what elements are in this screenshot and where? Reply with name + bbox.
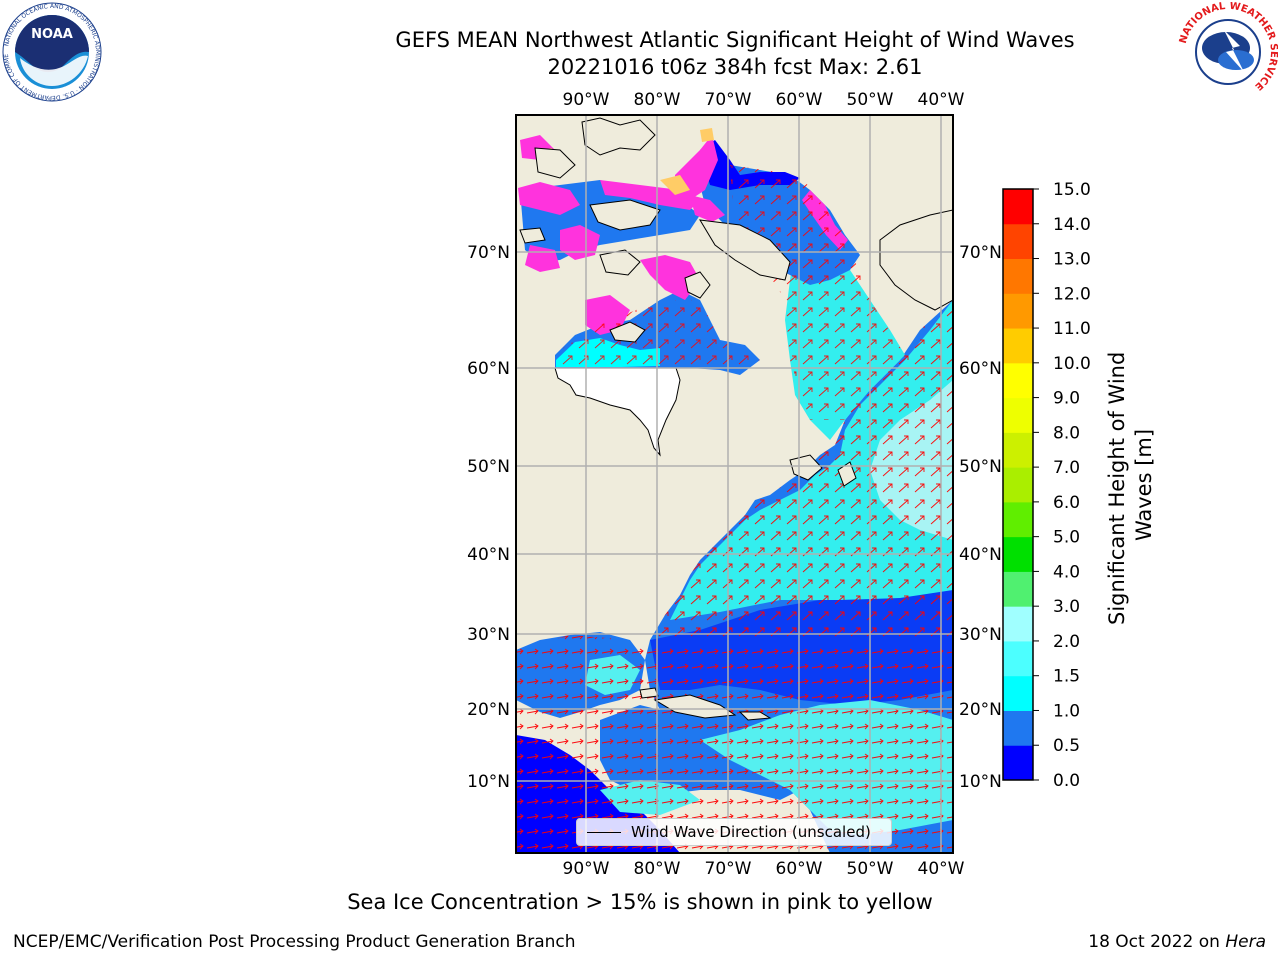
lon-tick-top: 60°W (776, 90, 823, 110)
lat-tick-right: 40°N (959, 545, 1002, 565)
colorbar-segment (1003, 501, 1033, 538)
footer-date-text: 18 Oct 2022 on (1088, 932, 1226, 952)
legend-line-icon (587, 831, 621, 833)
footer-host: Hera (1225, 932, 1266, 952)
colorbar-segment (1003, 710, 1033, 746)
noaa-logo-text: NOAA (31, 27, 73, 42)
lat-tick-right: 10°N (959, 772, 1002, 792)
lat-tick-right: 20°N (959, 700, 1002, 720)
colorbar-label: Significant Height of Wind Waves [m] (1105, 345, 1156, 625)
lon-tick-bottom: 60°W (776, 859, 823, 879)
colorbar-tick-label: 12.0 (1053, 284, 1091, 304)
title-line-1: GEFS MEAN Northwest Atlantic Significant… (395, 28, 1075, 52)
colorbar-segment (1003, 258, 1033, 294)
gridlines (516, 115, 953, 853)
lon-tick-bottom: 70°W (705, 859, 752, 879)
lon-tick-top: 70°W (705, 90, 752, 110)
colorbar-segment (1003, 571, 1033, 607)
lon-tick-bottom: 50°W (847, 859, 894, 879)
colorbar-tick-label: 15.0 (1053, 180, 1091, 200)
colorbar-segment (1003, 328, 1033, 364)
colorbar-tick-label: 14.0 (1053, 215, 1091, 235)
lon-tick-top: 50°W (847, 90, 894, 110)
lat-tick-right: 60°N (959, 359, 1002, 379)
colorbar-segment (1003, 293, 1033, 329)
colorbar-label-line-1: Significant Height of Wind (1105, 352, 1129, 625)
lat-tick-right: 50°N (959, 457, 1002, 477)
footer-credit: NCEP/EMC/Verification Post Processing Pr… (13, 932, 576, 952)
colorbar-segment (1003, 362, 1033, 399)
lat-tick-left: 70°N (467, 243, 510, 263)
lat-tick-left: 20°N (467, 700, 510, 720)
colorbar-segment (1003, 467, 1033, 503)
colorbar-segment (1003, 397, 1033, 433)
wind-wave-arrows (650, 300, 953, 640)
colorbar-tick-label: 7.0 (1053, 458, 1080, 478)
noaa-logo: NATIONAL OCEANIC AND ATMOSPHERIC ADMINIS… (0, 0, 102, 102)
lat-tick-left: 50°N (467, 457, 510, 477)
colorbar-tick-label: 1.5 (1053, 667, 1080, 687)
colorbar-tick-label: 9.0 (1053, 389, 1080, 409)
colorbar-tick-label: 2.0 (1053, 632, 1080, 652)
colorbar: 0.0 0.5 1.0 1.5 2.0 3.0 4.0 5.0 6.0 7.0 8.0 9.0 10.0… (1002, 180, 1091, 791)
colorbar-tick-label: 0.0 (1053, 771, 1080, 791)
legend-label: Wind Wave Direction (unscaled) (631, 823, 871, 841)
colorbar-segment (1003, 432, 1033, 468)
lat-tick-right: 70°N (959, 243, 1002, 263)
colorbar-tick-label: 11.0 (1053, 319, 1091, 339)
map-frame (515, 114, 954, 854)
colorbar-tick-label: 6.0 (1053, 493, 1080, 513)
colorbar-tick-label: 3.0 (1053, 597, 1080, 617)
colorbar-tick-label: 0.5 (1053, 736, 1080, 756)
lon-tick-top: 90°W (563, 90, 610, 110)
colorbar-segment (1003, 745, 1033, 781)
land-islands (519, 117, 953, 721)
colorbar-segment (1003, 189, 1033, 225)
colorbar-segment (1003, 536, 1033, 572)
colorbar-frame (1002, 188, 1034, 781)
colorbar-tick-label: 1.0 (1053, 701, 1080, 721)
colorbar-segment (1003, 675, 1033, 711)
footer-date: 18 Oct 2022 on Hera (1088, 932, 1266, 952)
wind-wave-arrows-tropics (516, 635, 953, 853)
wind-wave-arrows-labrador (730, 165, 905, 420)
sea-ice-note: Sea Ice Concentration > 15% is shown in … (347, 890, 933, 914)
lon-tick-bottom: 80°W (634, 859, 681, 879)
wind-wave-arrows-hudson (560, 300, 760, 370)
lon-tick-bottom: 40°W (918, 859, 965, 879)
lat-tick-right: 30°N (959, 625, 1002, 645)
lat-tick-left: 40°N (467, 545, 510, 565)
lat-tick-left: 30°N (467, 625, 510, 645)
nws-logo: NATIONAL WEATHER SERVICE (1178, 1, 1279, 102)
colorbar-segment (1003, 223, 1033, 260)
colorbar-tick-label: 10.0 (1053, 354, 1091, 374)
colorbar-tick-label: 4.0 (1053, 562, 1080, 582)
colorbar-label-line-2: Waves [m] (1132, 429, 1156, 541)
lat-tick-left: 10°N (467, 772, 510, 792)
colorbar-tick-label: 5.0 (1053, 528, 1080, 548)
title-line-2: 20221016 t06z 384h fcst Max: 2.61 (547, 55, 923, 79)
colorbar-tick-label: 8.0 (1053, 423, 1080, 443)
lon-tick-top: 40°W (918, 90, 965, 110)
lon-tick-bottom: 90°W (563, 859, 610, 879)
colorbar-segment (1003, 606, 1033, 642)
colorbar-segment (1003, 640, 1033, 677)
map-plot-area (516, 115, 953, 853)
lat-tick-left: 60°N (467, 359, 510, 379)
lon-tick-top: 80°W (634, 90, 681, 110)
map-legend: Wind Wave Direction (unscaled) (576, 818, 892, 846)
colorbar-tick-label: 13.0 (1053, 250, 1091, 270)
